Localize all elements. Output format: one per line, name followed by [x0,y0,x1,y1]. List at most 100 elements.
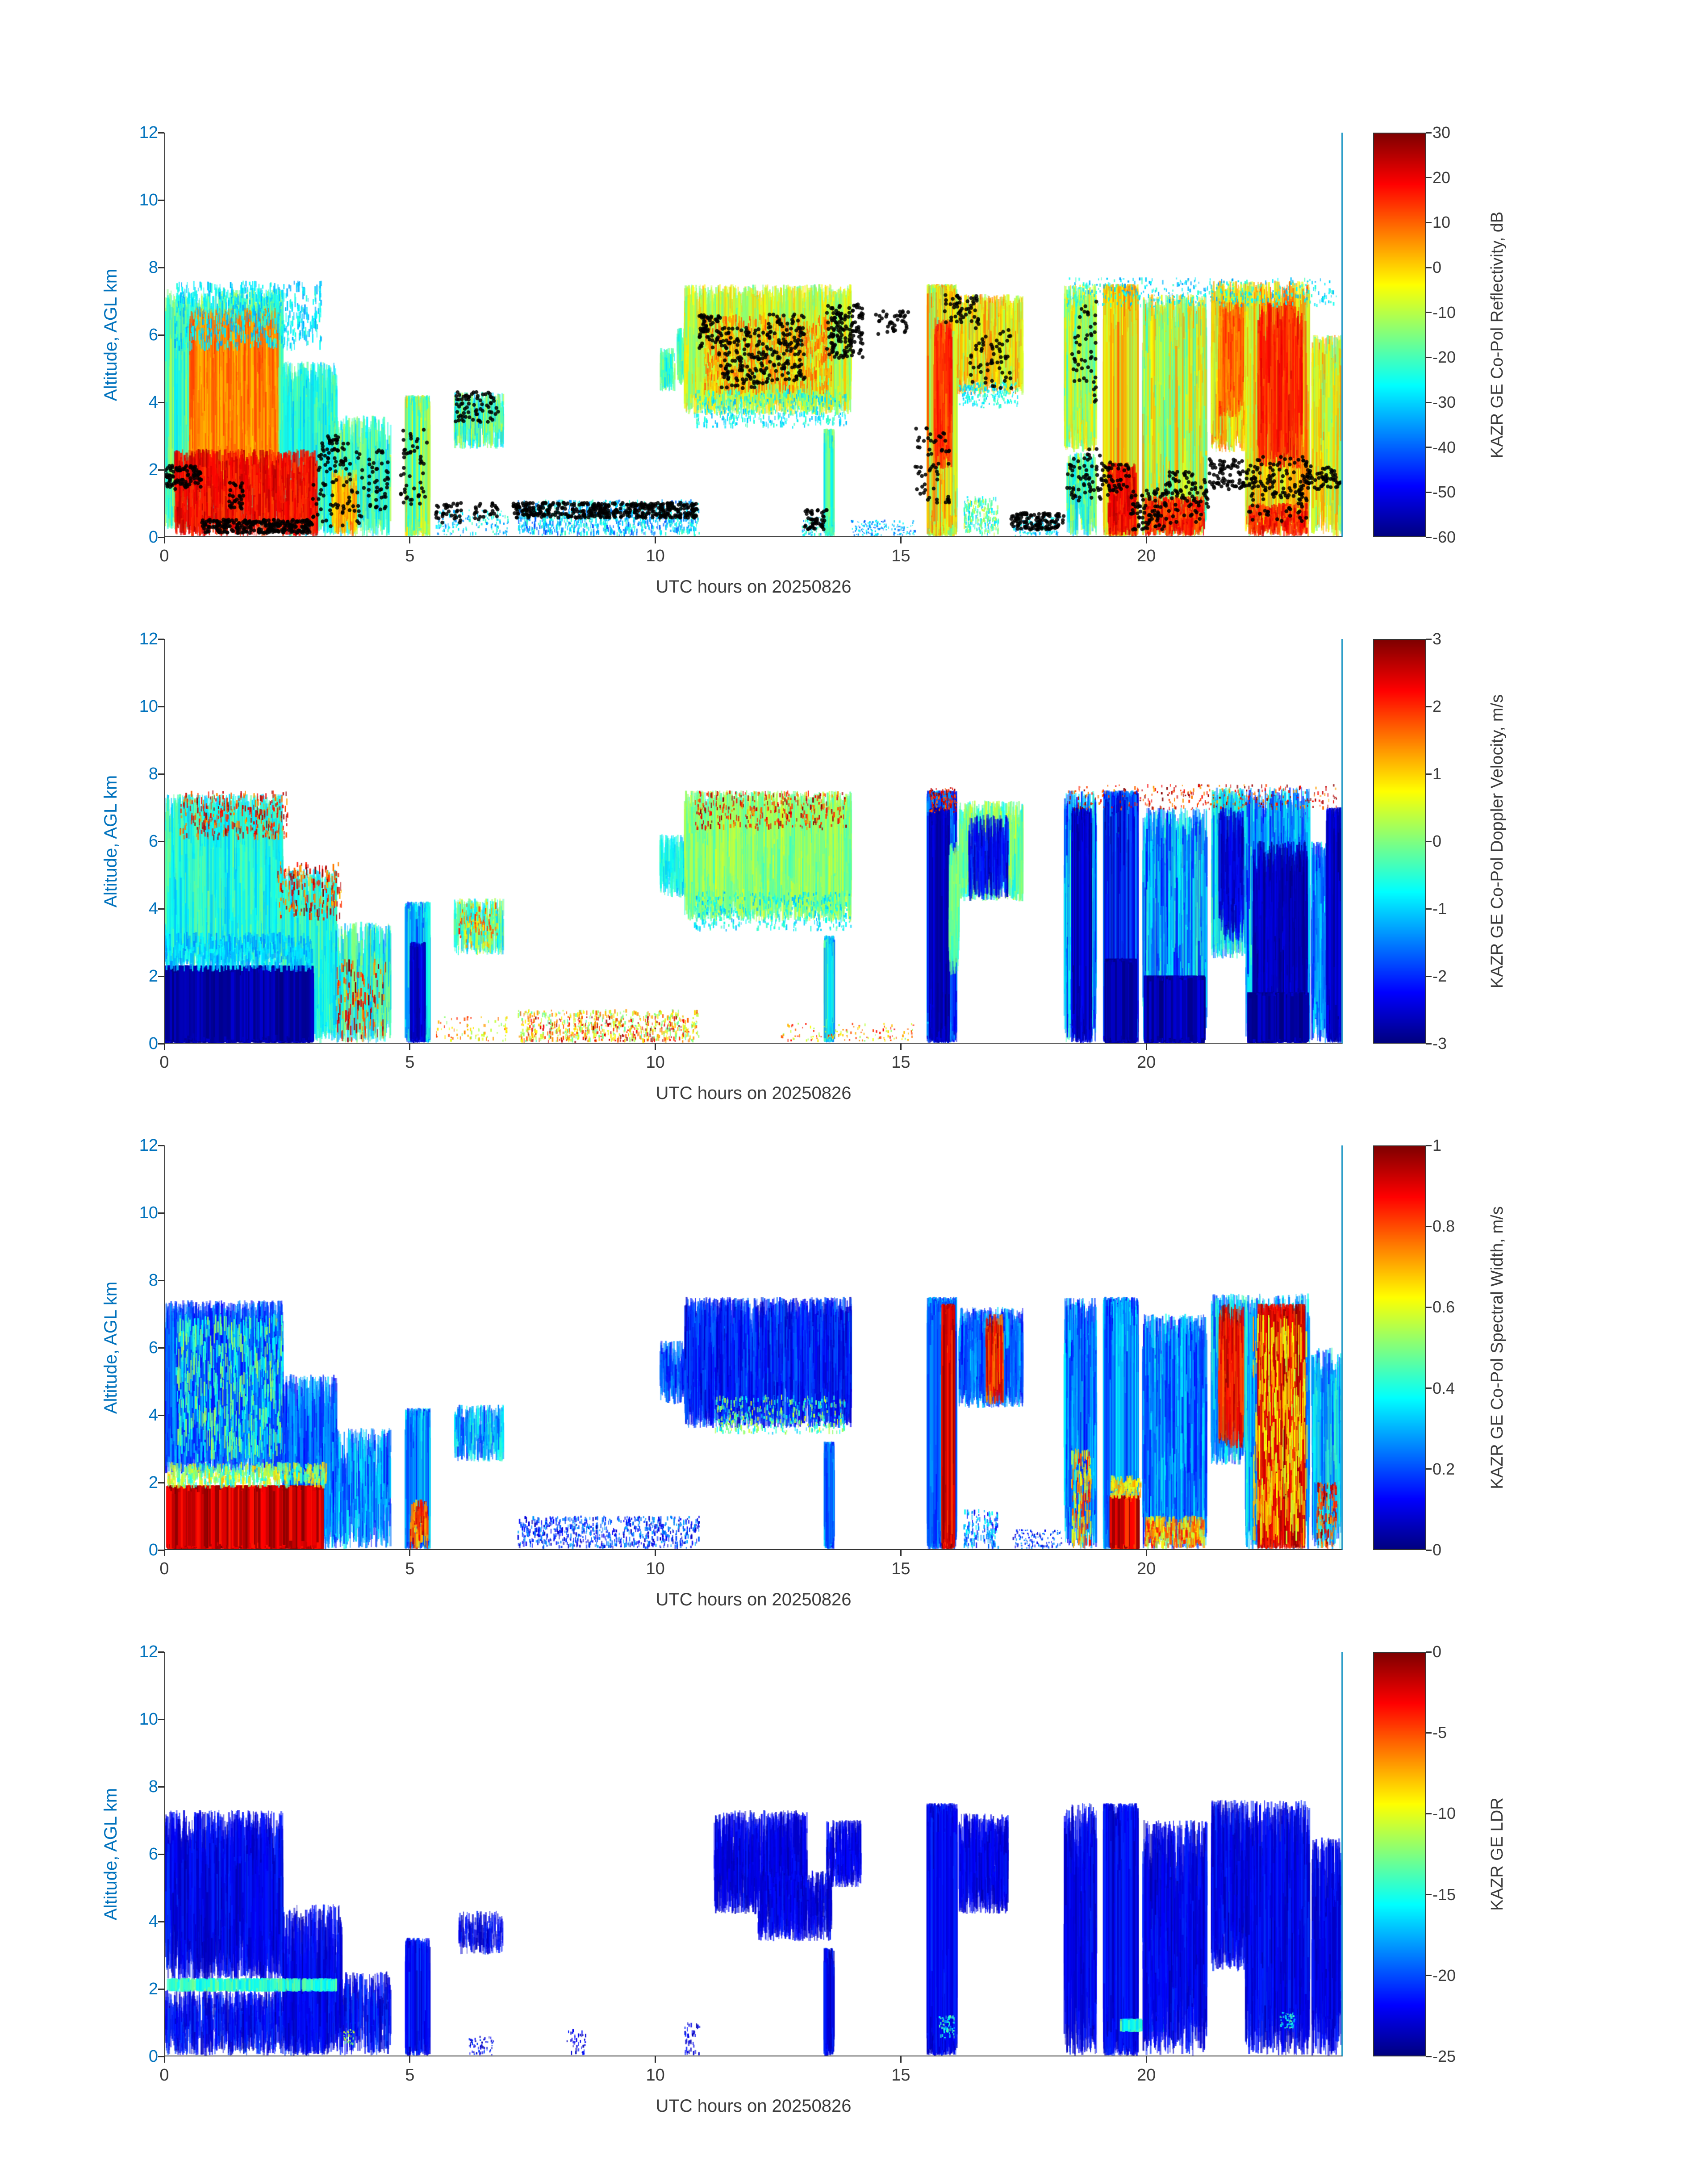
x-tick [163,1044,165,1050]
y-tick [158,1279,164,1281]
y-tick [158,1718,164,1720]
colorbar-tick [1426,975,1432,977]
y-tick [158,773,164,775]
y-tick [158,1549,164,1551]
x-tick-label: 5 [405,1559,415,1578]
y-tick-label: 2 [148,967,158,986]
y-tick-label: 8 [148,765,158,783]
colorbar-tick-label: -2 [1432,967,1447,985]
x-tick-label: 5 [405,547,415,565]
colorbar-tick-label: 0 [1432,1642,1442,1661]
y-tick-label: 10 [139,191,158,209]
x-tick [163,1550,165,1556]
y-tick [158,840,164,842]
reflectivity-colorbar-gradient [1374,134,1425,536]
colorbar-tick-label: 0 [1432,832,1442,850]
y-tick-label: 0 [148,1541,158,1559]
doppler-velocity-colorbar [1373,639,1426,1044]
y-tick-label: 6 [148,1338,158,1357]
colorbar-tick [1426,1732,1432,1734]
y-tick-label: 6 [148,832,158,851]
colorbar-tick [1426,447,1432,448]
x-tick [655,1550,656,1556]
colorbar-tick [1426,1043,1432,1045]
colorbar-tick [1426,2056,1432,2057]
y-tick [158,1212,164,1214]
x-tick-label: 15 [891,1559,910,1578]
y-tick-label: 12 [139,123,158,142]
colorbar-tick [1426,1894,1432,1896]
colorbar-tick-label: -10 [1432,303,1456,322]
y-tick [158,2056,164,2057]
reflectivity-colorbar-label: KAZR GE Co-Pol Reflectivity, dB [1488,211,1507,459]
colorbar-tick-label: 0.4 [1432,1379,1455,1397]
y-tick [158,1651,164,1653]
x-tick-label: 5 [405,1053,415,1072]
colorbar-tick-label: -60 [1432,528,1456,546]
x-tick-label: 20 [1137,2066,1156,2085]
y-tick [158,536,164,538]
y-tick-label: 8 [148,258,158,277]
colorbar-tick [1426,536,1432,538]
colorbar-tick-label: 10 [1432,213,1451,232]
colorbar-tick-label: -30 [1432,393,1456,411]
colorbar-tick-label: 30 [1432,123,1451,142]
x-tick [1145,2056,1147,2063]
colorbar-tick [1426,1387,1432,1389]
y-tick [158,1347,164,1349]
y-tick [158,1988,164,1990]
colorbar-tick [1426,773,1432,775]
y-tick [158,1482,164,1483]
y-tick-label: 6 [148,1845,158,1864]
y-tick-label: 0 [148,528,158,547]
y-tick-label: 2 [148,1980,158,1998]
reflectivity-plot-area [164,133,1343,537]
colorbar-tick-label: 0.6 [1432,1298,1455,1316]
x-tick-label: 10 [646,2066,665,2085]
y-tick-label: 10 [139,697,158,716]
y-tick-label: 8 [148,1777,158,1796]
x-tick [409,537,411,543]
x-axis-label: UTC hours on 20250826 [656,577,852,597]
ldr-plot-area [164,1652,1343,2056]
x-tick [1145,1044,1147,1050]
spectral-width-colorbar-label: KAZR GE Co-Pol Spectral Width, m/s [1488,1206,1507,1489]
colorbar-tick [1426,401,1432,403]
y-tick-label: 0 [148,2047,158,2066]
colorbar-tick-label: 1 [1432,765,1442,783]
spectral-width-colorbar-gradient [1374,1146,1425,1549]
colorbar-tick-label: -40 [1432,438,1456,456]
y-tick [158,267,164,268]
spectral-width-heatmap [165,1145,1341,1549]
reflectivity-colorbar [1373,133,1426,537]
colorbar-tick-label: -20 [1432,348,1456,367]
x-tick-label: 0 [159,1053,169,1072]
y-tick [158,132,164,134]
x-tick [655,2056,656,2063]
doppler-velocity-plot-area [164,639,1343,1044]
x-axis-label: UTC hours on 20250826 [656,2096,852,2116]
colorbar-tick [1426,1306,1432,1308]
panel-spectral-width: Altitude, AGL km UTC hours on 20250826 K… [0,1136,1708,1652]
x-tick [900,2056,902,2063]
y-tick [158,1921,164,1922]
colorbar-tick-label: -1 [1432,899,1447,918]
colorbar-tick [1426,491,1432,493]
panel-ldr: Altitude, AGL km UTC hours on 20250826 K… [0,1642,1708,2158]
y-tick [158,401,164,403]
x-tick [900,1550,902,1556]
colorbar-tick [1426,706,1432,707]
y-tick-label: 12 [139,1136,158,1155]
y-tick [158,1145,164,1146]
x-tick-label: 10 [646,1559,665,1578]
x-tick-label: 0 [159,1559,169,1578]
y-tick [158,199,164,201]
colorbar-tick [1426,638,1432,640]
ldr-colorbar-gradient [1374,1653,1425,2056]
colorbar-tick-label: -50 [1432,483,1456,501]
x-tick-label: 15 [891,547,910,565]
y-tick [158,638,164,640]
colorbar-tick [1426,1549,1432,1551]
y-tick-label: 4 [148,393,158,412]
